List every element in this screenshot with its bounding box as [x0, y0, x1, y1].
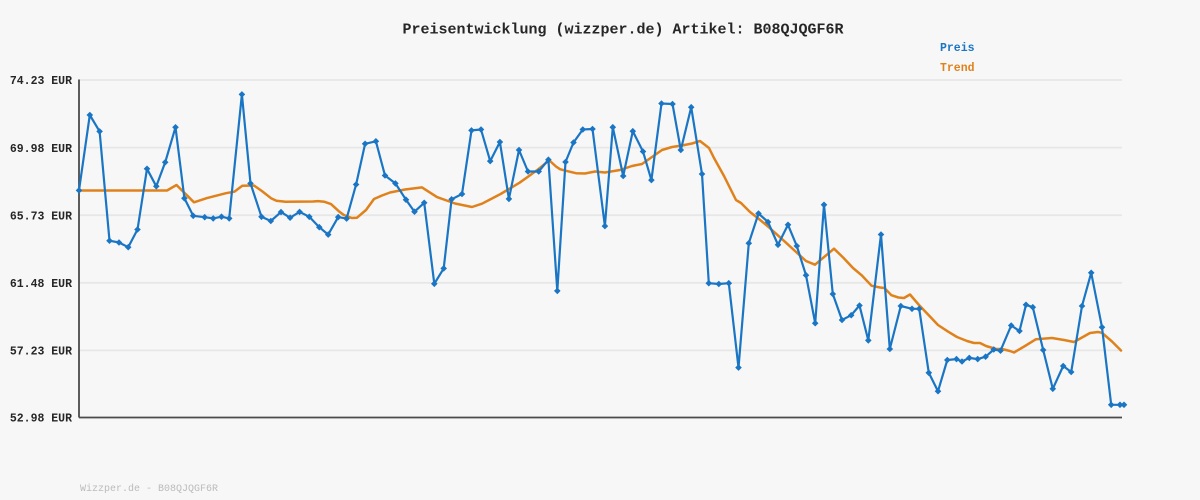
svg-text:69.98 EUR: 69.98 EUR: [10, 143, 72, 156]
svg-text:52.98 EUR: 52.98 EUR: [10, 413, 72, 426]
svg-text:65.73 EUR: 65.73 EUR: [10, 210, 72, 223]
svg-text:61.48 EUR: 61.48 EUR: [10, 278, 72, 291]
svg-text:Preis: Preis: [940, 42, 975, 55]
svg-text:Trend: Trend: [940, 62, 975, 75]
svg-text:Preisentwicklung (wizzper.de): Preisentwicklung (wizzper.de) Artikel: B…: [402, 22, 843, 39]
svg-text:74.23 EUR: 74.23 EUR: [10, 75, 72, 88]
svg-text:57.23 EUR: 57.23 EUR: [10, 346, 72, 359]
svg-text:Wizzper.de - B08QJQGF6R: Wizzper.de - B08QJQGF6R: [80, 483, 218, 495]
